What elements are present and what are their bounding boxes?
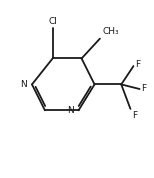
Text: F: F xyxy=(141,85,146,93)
Text: N: N xyxy=(20,80,27,89)
Text: Cl: Cl xyxy=(48,17,57,26)
Text: CH₃: CH₃ xyxy=(103,27,119,36)
Text: N: N xyxy=(67,106,74,115)
Text: F: F xyxy=(132,111,137,120)
Text: F: F xyxy=(135,60,140,69)
